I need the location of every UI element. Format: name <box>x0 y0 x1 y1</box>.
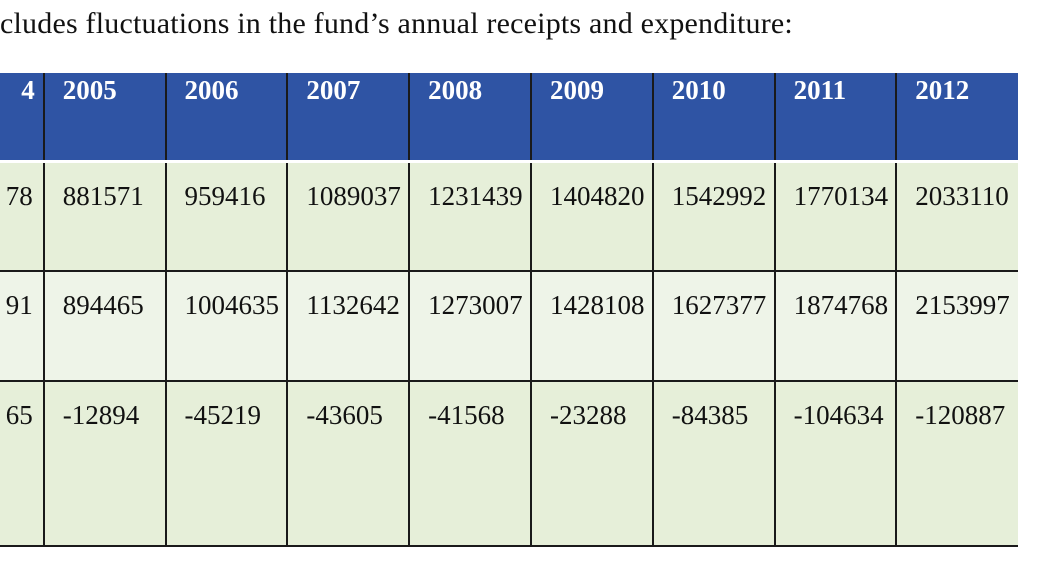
header-cell: 2009 <box>529 73 653 161</box>
header-cell: 2010 <box>651 73 775 161</box>
table-row: 91 894465 1004635 1132642 1273007 142810… <box>0 270 1018 381</box>
table-cell: -104634 <box>773 380 897 547</box>
header-cell: 2012 <box>895 73 1018 161</box>
table-cell: -84385 <box>651 380 775 547</box>
table-cell: 881571 <box>42 159 166 271</box>
table-cell: -120887 <box>895 380 1018 547</box>
table-cell: 1231439 <box>408 159 531 271</box>
header-cell: 2005 <box>42 73 166 161</box>
table-cell: -23288 <box>529 380 653 547</box>
table-cell: 2153997 <box>895 270 1018 381</box>
table-cell: 1542992 <box>651 159 775 271</box>
table-row: 78 881571 959416 1089037 1231439 1404820… <box>0 159 1018 271</box>
table-cell: 1132642 <box>286 270 410 381</box>
table-cell: 1404820 <box>529 159 653 271</box>
table-cell: 894465 <box>42 270 166 381</box>
table-cell: -43605 <box>286 380 410 547</box>
header-cell: 2008 <box>408 73 531 161</box>
header-cell: 4 <box>0 73 44 161</box>
table-caption: cludes fluctuations in the fund’s annual… <box>0 7 793 40</box>
table-cell: 91 <box>0 270 44 381</box>
fund-table: 4 2005 2006 2007 2008 2009 2010 2011 201… <box>0 73 1018 547</box>
table-cell: 1273007 <box>408 270 531 381</box>
table-cell: 1627377 <box>651 270 775 381</box>
table-cell: -12894 <box>42 380 166 547</box>
table-cell: 1770134 <box>773 159 897 271</box>
table-cell: 959416 <box>164 159 288 271</box>
table-cell: 78 <box>0 159 44 271</box>
table-cell: -41568 <box>408 380 531 547</box>
table-row: 65 -12894 -45219 -43605 -41568 -23288 -8… <box>0 380 1018 547</box>
table-cell: 1089037 <box>286 159 410 271</box>
header-cell: 2007 <box>286 73 410 161</box>
table-cell: 1874768 <box>773 270 897 381</box>
table-cell: 1428108 <box>529 270 653 381</box>
header-cell: 2011 <box>773 73 897 161</box>
table-cell: 2033110 <box>895 159 1018 271</box>
header-row: 4 2005 2006 2007 2008 2009 2010 2011 201… <box>0 73 1018 161</box>
table-cell: 65 <box>0 380 44 547</box>
header-cell: 2006 <box>164 73 288 161</box>
table-cell: -45219 <box>164 380 288 547</box>
table-cell: 1004635 <box>164 270 288 381</box>
